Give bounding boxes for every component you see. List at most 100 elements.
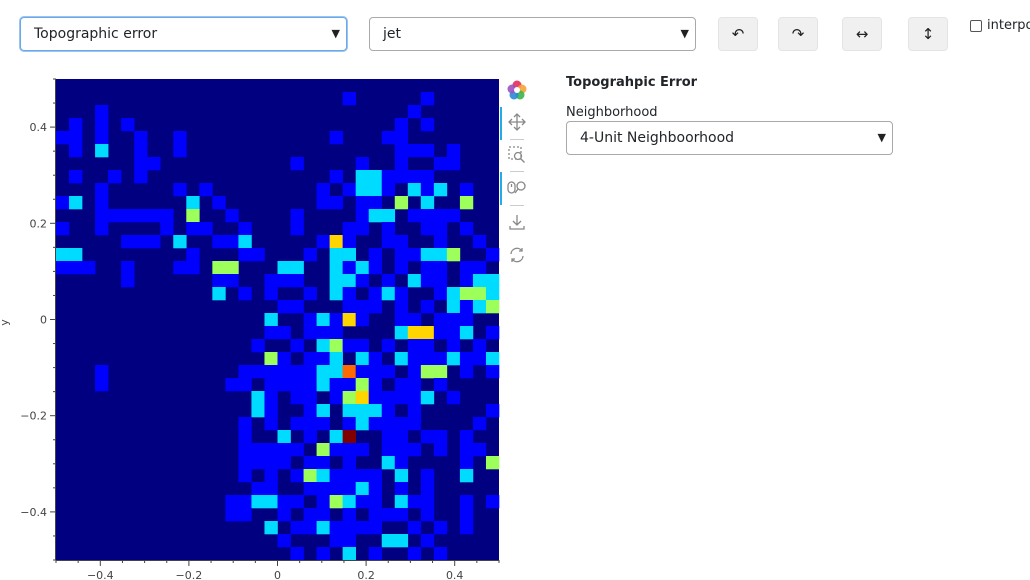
- neighborhood-select[interactable]: 4-Unit Neighboorhood ▼: [566, 121, 893, 155]
- heatmap-cell: [277, 443, 291, 457]
- heatmap-cell: [355, 495, 370, 509]
- heatmap-cell: [342, 508, 356, 522]
- heatmap-cell: [316, 443, 330, 457]
- heatmap-cell: [69, 196, 83, 210]
- heatmap-cell: [277, 352, 291, 366]
- heatmap-cell: [381, 222, 396, 236]
- colormap-select[interactable]: jet ▼: [369, 17, 696, 51]
- heatmap-cell: [329, 131, 343, 145]
- heatmap-cell: [290, 521, 304, 535]
- heatmap-cell: [290, 300, 304, 314]
- heatmap-cell: [407, 170, 422, 184]
- heatmap-cell: [56, 131, 70, 145]
- heatmap-cell: [134, 144, 148, 158]
- heatmap-cell: [316, 235, 330, 249]
- heatmap-cell: [316, 404, 330, 418]
- heatmap-cell: [121, 118, 135, 132]
- heatmap-cell: [212, 235, 226, 249]
- heatmap-cell: [225, 209, 239, 223]
- heatmap-cell: [472, 274, 487, 288]
- heatmap-cell: [394, 196, 409, 210]
- flip-vertical-button[interactable]: ↕: [908, 17, 948, 51]
- heatmap-cell: [472, 417, 487, 431]
- heatmap-cell: [238, 430, 252, 444]
- heatmap-cell: [394, 170, 409, 184]
- checkbox-icon[interactable]: [970, 19, 982, 32]
- flip-horizontal-button[interactable]: ↔: [842, 17, 882, 51]
- box-zoom-icon[interactable]: [507, 145, 527, 165]
- metric-select-value: Topographic error: [34, 26, 158, 42]
- heatmap-cell: [394, 326, 409, 340]
- heatmap-cell: [459, 521, 474, 535]
- wheel-zoom-icon[interactable]: [507, 178, 527, 198]
- heatmap-cell: [407, 391, 422, 405]
- heatmap-cell: [69, 131, 83, 145]
- heatmap-cell: [56, 196, 70, 210]
- heatmap-cell: [355, 469, 370, 483]
- heatmap-cell: [329, 339, 343, 353]
- heatmap-cell: [329, 274, 343, 288]
- heatmap-cell: [173, 183, 187, 197]
- x-tick-label: −0.4: [87, 569, 114, 580]
- bokeh-logo-icon[interactable]: [507, 80, 527, 100]
- heatmap-cell: [303, 287, 317, 301]
- heatmap-cell: [394, 118, 409, 132]
- heatmap-cell: [368, 209, 383, 223]
- heatmap-cell: [420, 534, 435, 548]
- heatmap-cell: [277, 534, 291, 548]
- heatmap-cell: [394, 443, 409, 457]
- heatmap-cell: [69, 144, 83, 158]
- heatmap-plot[interactable]: 0.4 0.2 0 −0.2 −0.4 −0.4 −0.2 0 0.2 0.4 y: [0, 60, 500, 580]
- heatmap-cell: [368, 196, 383, 210]
- horizontal-arrows-icon: ↔: [855, 25, 869, 43]
- heatmap-cell: [303, 378, 317, 392]
- heatmap-cell: [134, 157, 148, 171]
- heatmap-cell: [420, 209, 435, 223]
- heatmap-cell: [329, 443, 343, 457]
- heatmap-cell: [329, 326, 343, 340]
- heatmap-cell: [290, 274, 304, 288]
- heatmap-cell: [251, 339, 265, 353]
- heatmap-cell: [485, 404, 500, 418]
- heatmap-cell: [420, 326, 435, 340]
- heatmap-cell: [329, 482, 343, 496]
- heatmap-cell: [407, 313, 422, 327]
- heatmap-cell: [316, 326, 330, 340]
- heatmap-cell: [316, 547, 330, 561]
- y-axis-label: y: [0, 319, 11, 326]
- heatmap-cell: [199, 222, 213, 236]
- heatmap-cell: [95, 131, 109, 145]
- rotate-left-button[interactable]: ↶: [718, 17, 758, 51]
- metric-select[interactable]: Topographic error ▼: [20, 17, 347, 51]
- heatmap-cell: [420, 183, 435, 197]
- heatmap-cell: [394, 495, 409, 509]
- interpolation-checkbox[interactable]: interpo: [970, 18, 1030, 33]
- heatmap-cell: [173, 235, 187, 249]
- save-icon[interactable]: [507, 212, 527, 232]
- heatmap-cell: [485, 365, 500, 379]
- heatmap-cell: [446, 391, 461, 405]
- rotate-right-button[interactable]: ↷: [778, 17, 818, 51]
- heatmap-cell: [381, 209, 396, 223]
- pan-icon[interactable]: [507, 112, 527, 132]
- heatmap-cell: [56, 248, 70, 262]
- heatmap-cell: [69, 261, 83, 275]
- heatmap-cell: [316, 365, 330, 379]
- heatmap-cell: [108, 170, 122, 184]
- heatmap-cell: [407, 209, 422, 223]
- heatmap-cell: [433, 209, 448, 223]
- plot-axes: 0.4 0.2 0 −0.2 −0.4 −0.4 −0.2 0 0.2 0.4 y: [0, 78, 500, 580]
- heatmap-cell: [173, 261, 187, 275]
- heatmap-cell: [290, 391, 304, 405]
- heatmap-cell: [303, 365, 317, 379]
- heatmap-cell: [381, 430, 396, 444]
- heatmap-cell: [238, 365, 252, 379]
- heatmap-cell: [381, 183, 396, 197]
- heatmap-cell: [251, 404, 265, 418]
- heatmap-cell: [277, 274, 291, 288]
- reset-icon[interactable]: [507, 245, 527, 265]
- toolbar-separator: [510, 205, 524, 206]
- heatmap-cell: [368, 391, 383, 405]
- heatmap-cell: [264, 326, 278, 340]
- heatmap-cell: [355, 261, 370, 275]
